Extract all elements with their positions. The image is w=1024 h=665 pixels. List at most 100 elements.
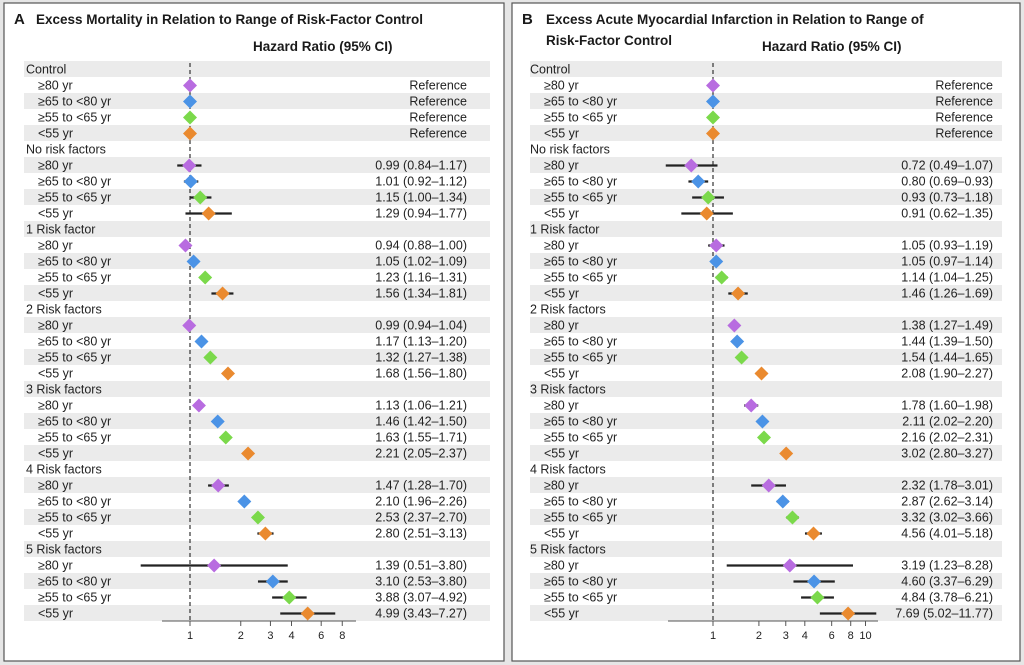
panel-a: A Excess Mortality in Relation to Range … [3,2,505,662]
hr-point-marker [178,238,193,253]
age-group-label: ≥55 to <65 yr [38,511,111,525]
row-stripe [24,93,490,109]
table-row: ≥80 yr 0.94 (0.88–1.00) [38,238,467,253]
table-row: ≥65 to <80 yr Reference [38,94,467,109]
hazard-ratio-value: 4.84 (3.78–6.21) [901,591,993,605]
age-group-label: ≥55 to <65 yr [544,111,617,125]
age-group-label: ≥55 to <65 yr [544,431,617,445]
hazard-ratio-value: 2.53 (2.37–2.70) [375,511,467,525]
table-row: ≥55 to <65 yr 1.54 (1.44–1.65) [544,350,993,365]
hazard-ratio-value: Reference [409,127,467,141]
x-tick-label: 3 [783,630,789,642]
hazard-ratio-value: 0.80 (0.69–0.93) [901,175,993,189]
age-group-label: ≥65 to <80 yr [38,95,111,109]
hr-point-marker [300,606,315,621]
hazard-ratio-value: 3.19 (1.23–8.28) [901,559,993,573]
table-row: ≥65 to <80 yr 1.05 (0.97–1.14) [544,254,993,269]
table-row: ≥65 to <80 yr Reference [544,94,993,109]
hr-point-marker [182,158,197,173]
hazard-ratio-value: 1.29 (0.94–1.77) [375,207,467,221]
age-group-label: <55 yr [38,127,73,141]
hazard-ratio-value: 1.14 (1.04–1.25) [901,271,993,285]
age-group-label: ≥80 yr [544,559,579,573]
table-row: ≥65 to <80 yr 1.01 (0.92–1.12) [38,174,467,189]
row-stripe [530,157,1002,173]
hazard-ratio-value: 0.91 (0.62–1.35) [901,207,993,221]
age-group-label: <55 yr [544,367,579,381]
hr-point-marker [785,510,800,525]
hazard-ratio-value: 3.10 (2.53–3.80) [375,575,467,589]
row-stripe [24,573,490,589]
row-stripe [24,285,490,301]
age-group-label: ≥65 to <80 yr [38,175,111,189]
hr-point-marker [734,350,749,365]
table-row: ≥55 to <65 yr 3.88 (3.07–4.92) [38,590,467,605]
hr-point-marker [210,414,225,429]
table-row: <55 yr Reference [544,126,993,141]
row-stripe [24,605,490,621]
table-row: ≥55 to <65 yr 2.16 (2.02–2.31) [544,430,993,445]
age-group-label: <55 yr [544,527,579,541]
x-tick-label: 8 [848,630,854,642]
row-stripe [530,285,1002,301]
table-row: ≥55 to <65 yr 3.32 (3.02–3.66) [544,510,993,525]
table-row: ≥55 to <65 yr 0.93 (0.73–1.18) [544,190,993,205]
row-stripe [530,573,1002,589]
hazard-ratio-value: 2.08 (1.90–2.27) [901,367,993,381]
hazard-ratio-value: 1.05 (0.93–1.19) [901,239,993,253]
table-row: <55 yr 2.08 (1.90–2.27) [544,366,993,381]
hr-point-marker [761,478,776,493]
hr-point-marker [731,286,746,301]
group-label: 2 Risk factors [530,303,606,317]
hr-point-marker [775,494,790,509]
row-stripe [24,381,490,397]
age-group-label: ≥80 yr [544,159,579,173]
row-stripe [24,221,490,237]
x-tick-label: 10 [859,630,871,642]
hr-point-marker [183,78,197,93]
age-group-label: ≥55 to <65 yr [38,191,111,205]
hr-point-marker [183,126,197,141]
age-group-label: ≥55 to <65 yr [544,191,617,205]
age-group-label: ≥65 to <80 yr [38,335,111,349]
age-group-label: <55 yr [544,287,579,301]
hr-point-marker [706,110,720,125]
hr-point-marker [191,398,206,413]
table-row: ≥80 yr 1.78 (1.60–1.98) [544,398,993,413]
row-stripe [530,93,1002,109]
hazard-ratio-value: 1.32 (1.27–1.38) [375,351,467,365]
age-group-label: ≥55 to <65 yr [544,271,617,285]
group-label: 1 Risk factor [26,223,95,237]
hr-point-marker [183,110,197,125]
table-row: ≥80 yr 1.47 (1.28–1.70) [38,478,467,493]
table-row: ≥80 yr 0.99 (0.84–1.17) [38,158,467,173]
panel-b-title-line-2: Risk-Factor Control [546,33,672,48]
row-stripe [530,61,1002,77]
row-stripe [530,189,1002,205]
x-tick-label: 8 [339,630,345,642]
age-group-label: ≥65 to <80 yr [544,415,617,429]
table-row: ≥80 yr Reference [38,78,467,93]
panel-b-title-line-1: Excess Acute Myocardial Infarction in Re… [546,12,924,27]
table-row: ≥55 to <65 yr 1.23 (1.16–1.31) [38,270,467,285]
panel-b: B Excess Acute Myocardial Infarction in … [511,2,1021,662]
hr-point-marker [706,94,720,109]
age-group-label: ≥65 to <80 yr [38,495,111,509]
table-row: ≥65 to <80 yr 2.87 (2.62–3.14) [544,494,993,509]
hazard-ratio-value: 2.10 (1.96–2.26) [375,495,467,509]
hazard-ratio-value: 3.88 (3.07–4.92) [375,591,467,605]
x-axis: 1 2 3 4 6 8 10 [668,620,878,642]
hr-point-marker [218,430,233,445]
hr-point-marker [709,238,724,253]
row-stripe [24,317,490,333]
hazard-ratio-value: Reference [935,95,993,109]
table-row: ≥65 to <80 yr 3.10 (2.53–3.80) [38,574,467,589]
row-stripe [24,253,490,269]
row-stripe [530,317,1002,333]
table-row: ≥55 to <65 yr 1.63 (1.55–1.71) [38,430,467,445]
table-row: ≥65 to <80 yr 4.60 (3.37–6.29) [544,574,993,589]
row-stripe [530,605,1002,621]
table-row: ≥55 to <65 yr 4.84 (3.78–6.21) [544,590,993,605]
hr-point-marker [241,446,256,461]
hr-point-marker [237,494,252,509]
